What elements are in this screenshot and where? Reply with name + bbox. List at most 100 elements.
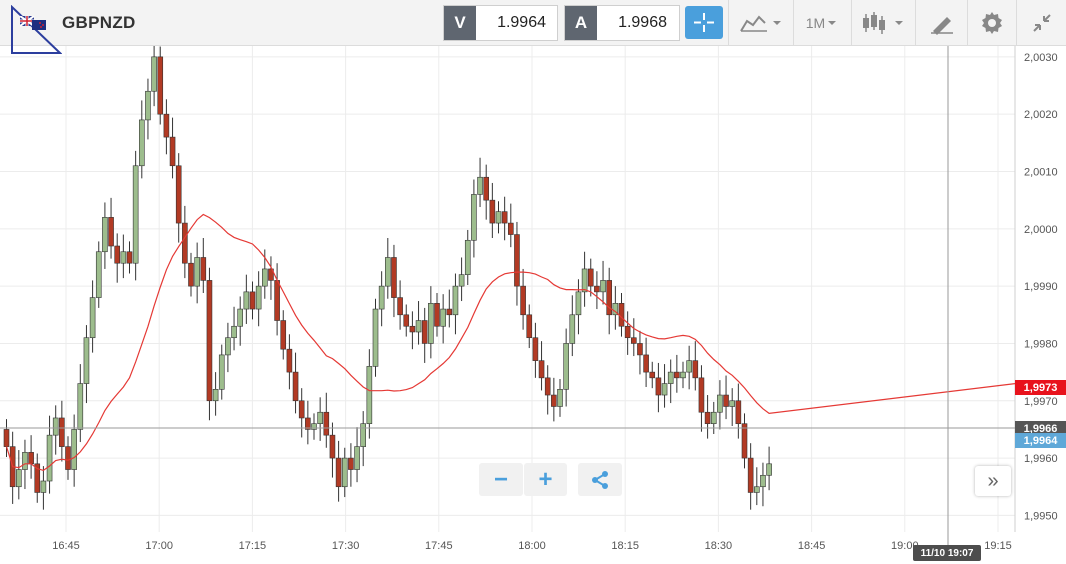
- candle-body: [298, 400, 305, 419]
- candle-body: [46, 434, 53, 482]
- candle-body: [594, 285, 600, 293]
- candle-body: [729, 400, 736, 407]
- candle-body: [354, 446, 360, 470]
- time-axis-label: 19:00: [891, 540, 919, 552]
- line-chart-type-icon: [740, 15, 781, 32]
- candle-body: [655, 377, 662, 396]
- settings-button[interactable]: [968, 0, 1016, 46]
- chart-toolbar: GBPNZD V 1.9964 A 1.9968 1M: [0, 0, 1066, 54]
- candle-body: [526, 314, 533, 339]
- price-axis-label: 1,9960: [1024, 453, 1058, 465]
- candle-body: [637, 343, 643, 356]
- candle-body: [471, 194, 477, 241]
- time-axis-label: 18:00: [518, 540, 546, 552]
- scroll-to-latest-icon: »: [987, 469, 999, 492]
- collapse-button[interactable]: [1017, 0, 1066, 46]
- candle-body: [59, 417, 65, 447]
- candle-body: [575, 291, 582, 316]
- candle-body: [3, 429, 10, 447]
- candlestick-icon: [862, 12, 903, 34]
- candle-body: [630, 337, 637, 344]
- bid-value: 1.9964: [497, 14, 546, 31]
- time-axis-label: 16:45: [52, 540, 80, 552]
- candle-body: [434, 303, 440, 327]
- timeframe-button[interactable]: 1M: [794, 0, 851, 46]
- candle-body: [139, 119, 145, 167]
- instrument-symbol[interactable]: GBPNZD: [62, 13, 136, 32]
- candle-body: [563, 343, 569, 390]
- gbp-nzd-flag-icon: [20, 16, 46, 30]
- candle-body: [305, 417, 311, 430]
- candle-body: [95, 251, 102, 298]
- candle-body: [77, 383, 84, 430]
- candle-body: [108, 217, 114, 247]
- candle-body: [15, 469, 22, 488]
- candle-body: [403, 314, 410, 327]
- candle-body: [674, 371, 680, 379]
- price-axis-label: 1,9970: [1024, 396, 1058, 408]
- price-axis: 2,0030 2,0020 2,0010 2,0000 1,9990 1,9980 1,99…: [1024, 52, 1058, 523]
- candle-body: [89, 297, 96, 339]
- candle-body: [415, 320, 422, 333]
- candle-body: [624, 325, 631, 339]
- candle-body: [274, 280, 280, 321]
- candle-body: [311, 423, 317, 430]
- candle-body: [292, 371, 299, 402]
- candle-body: [649, 371, 656, 379]
- bid-quote[interactable]: V 1.9964: [443, 5, 558, 41]
- moving-average-line: [5, 213, 1016, 472]
- candle-body: [587, 268, 594, 287]
- share-button[interactable]: [578, 463, 622, 496]
- crosshair-time-tag: 11/10 19:07: [913, 545, 981, 561]
- candle-body: [323, 411, 330, 436]
- candle-body: [120, 251, 127, 264]
- candle-body: [335, 457, 342, 488]
- zoom-in-button[interactable]: +: [524, 463, 567, 496]
- time-axis-label: 17:15: [239, 540, 267, 552]
- ask-quote[interactable]: A 1.9968: [564, 5, 680, 41]
- candle-body: [643, 354, 649, 373]
- candle-body: [667, 371, 674, 384]
- candle-body: [231, 325, 237, 339]
- candle-body: [384, 257, 391, 287]
- candle-body: [102, 217, 108, 253]
- zoom-in-icon: +: [538, 465, 553, 493]
- chart-grid: [0, 46, 1015, 532]
- price-axis-label: 2,0000: [1024, 224, 1058, 236]
- crosshair-button[interactable]: [685, 6, 723, 39]
- candle-body: [280, 320, 287, 350]
- candle-body: [704, 411, 711, 424]
- chevron-down-icon: [828, 21, 837, 25]
- candle-body: [34, 463, 41, 493]
- drawing-tools-button[interactable]: [916, 0, 967, 46]
- ask-label: A: [565, 6, 597, 40]
- price-axis-label: 1,9950: [1024, 510, 1058, 522]
- candle-body: [157, 56, 164, 115]
- candle-body: [348, 457, 354, 470]
- gear-icon: [982, 12, 1002, 34]
- candle-body: [372, 308, 379, 367]
- price-chart[interactable]: 2,0030 2,0020 2,0010 2,0000 1,9990 1,9980 1,99…: [0, 46, 1066, 564]
- candle-body: [249, 291, 256, 310]
- candle-body: [360, 423, 367, 447]
- scroll-to-latest-button[interactable]: »: [975, 466, 1011, 496]
- candle-body: [169, 136, 176, 167]
- chart-type-button[interactable]: [729, 0, 793, 46]
- crosshair-price-tag: 1,9966: [1015, 421, 1066, 436]
- zoom-out-button[interactable]: −: [479, 463, 523, 496]
- candle-body: [397, 297, 403, 316]
- time-axis-label: 17:30: [332, 540, 360, 552]
- time-axis-label: 18:45: [798, 540, 826, 552]
- candlestick-series: [3, 46, 772, 510]
- candle-style-button[interactable]: [852, 0, 915, 46]
- candle-body: [83, 337, 90, 384]
- candle-body: [544, 377, 551, 396]
- time-axis-label: 17:00: [145, 540, 173, 552]
- time-axis-label: 19:15: [984, 540, 1012, 552]
- candle-body: [618, 303, 625, 327]
- candle-body: [151, 56, 157, 92]
- candle-body: [686, 360, 692, 373]
- bid-label: V: [444, 6, 476, 40]
- candle-body: [520, 285, 526, 316]
- candle-body: [717, 394, 723, 413]
